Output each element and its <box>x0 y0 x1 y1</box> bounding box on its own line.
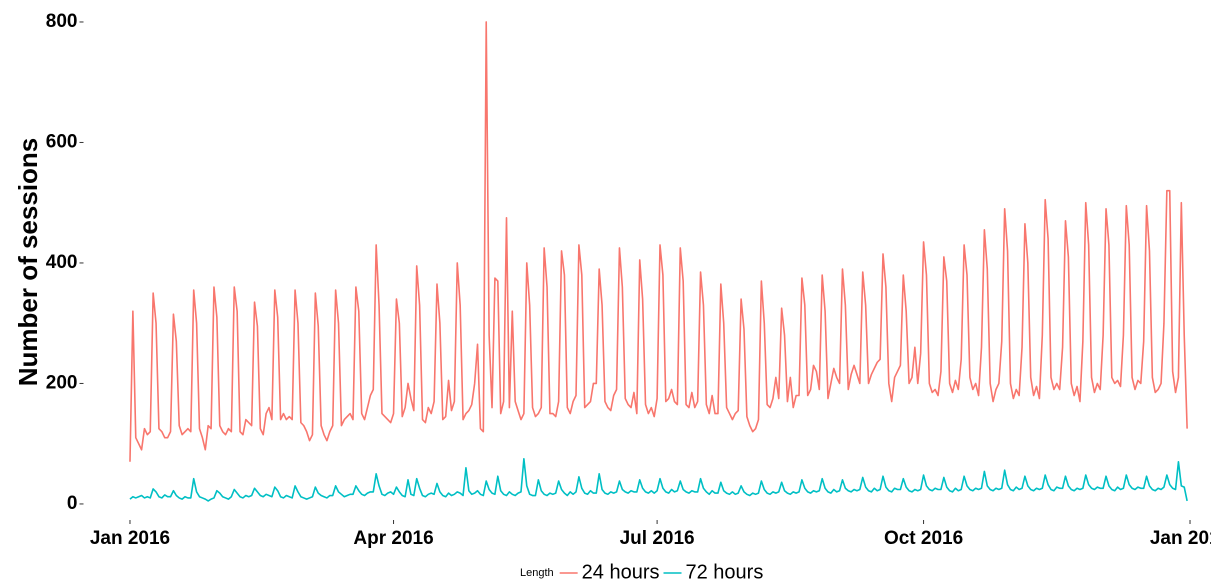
x-tick-label: Jan 2017 <box>1150 528 1211 549</box>
x-tick-label: Oct 2016 <box>884 528 963 549</box>
legend-label: 72 hours <box>686 561 764 583</box>
y-tick-label: 400 <box>46 252 78 273</box>
x-tick-label: Jan 2016 <box>90 528 170 549</box>
line-series <box>129 21 1188 462</box>
x-tick-label: Jul 2016 <box>620 528 695 549</box>
legend-title: Length <box>520 567 554 579</box>
y-tick-label: 200 <box>46 372 78 393</box>
y-tick-label: 0 <box>67 493 78 514</box>
legend-label: 24 hours <box>582 561 660 583</box>
y-tick-label: 600 <box>46 131 78 152</box>
y-axis-label: Number of sessions <box>13 138 43 387</box>
y-tick-label: 800 <box>46 11 78 32</box>
line-series <box>129 457 1188 502</box>
x-tick-label: Apr 2016 <box>353 528 433 549</box>
